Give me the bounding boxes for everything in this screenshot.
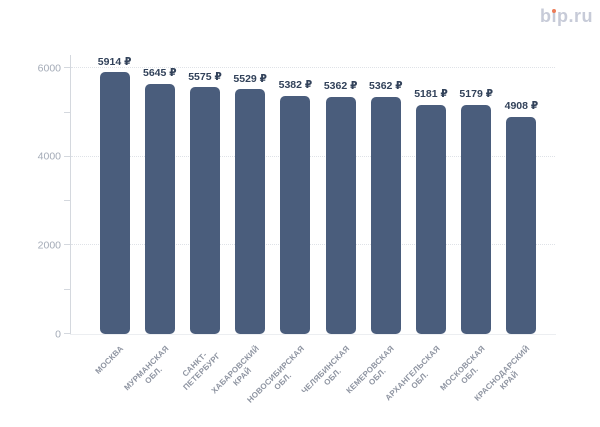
bar[interactable] bbox=[99, 72, 130, 334]
bar-slot: 5362 ₽ bbox=[363, 55, 408, 334]
gridline-2000 bbox=[71, 244, 555, 246]
y-axis-tick-label: 0 bbox=[55, 327, 61, 340]
bar[interactable] bbox=[416, 104, 447, 334]
bar-slot: 5645 ₽ bbox=[137, 55, 182, 334]
y-axis-tick bbox=[64, 111, 70, 113]
bar-value-label: 5181 ₽ bbox=[414, 88, 448, 101]
bar[interactable] bbox=[506, 116, 537, 334]
bar-slot: 5179 ₽ bbox=[454, 55, 499, 334]
bar[interactable] bbox=[144, 84, 175, 334]
bar[interactable] bbox=[190, 87, 220, 334]
bar-value-label: 5645 ₽ bbox=[143, 67, 177, 80]
y-axis-tick-label: 4000 bbox=[37, 150, 61, 163]
bar-value-label: 5179 ₽ bbox=[459, 88, 494, 101]
y-axis-tick bbox=[64, 288, 70, 290]
y-axis-tick-label: 2000 bbox=[37, 239, 61, 252]
y-axis-line bbox=[70, 55, 71, 334]
y-axis-tick bbox=[64, 333, 70, 334]
y-axis-tick bbox=[64, 200, 70, 202]
bar-slot: 5181 ₽ bbox=[408, 55, 453, 334]
y-axis-tick bbox=[64, 244, 70, 246]
plot-area: 0 2000 4000 6000 5914 ₽ 5645 ₽ 5575 ₽ 5529 ₽ 53… bbox=[38, 55, 556, 339]
bar-value-label: 5362 ₽ bbox=[323, 80, 358, 92]
bar-slot: 5362 ₽ bbox=[318, 55, 363, 334]
bar-slot: 5382 ₽ bbox=[273, 55, 318, 334]
bar[interactable] bbox=[325, 96, 356, 334]
gridline-6000 bbox=[71, 67, 555, 69]
x-axis-labels: МОСКВА МУРМАНСКАЯ ОБЛ. САНКТ- ПЕТЕРБУРГ ХАБ… bbox=[92, 334, 544, 427]
x-axis-line bbox=[70, 334, 556, 335]
logo-i-dot bbox=[552, 9, 557, 13]
y-axis-tick bbox=[64, 155, 70, 157]
x-axis-category-label: МОСКВА bbox=[93, 344, 125, 376]
y-axis-tick bbox=[64, 67, 70, 69]
logo-i-letter: ı bbox=[551, 6, 557, 26]
bar[interactable] bbox=[280, 95, 311, 334]
bar-slot: 5529 ₽ bbox=[228, 55, 273, 334]
bar-slot: 4908 ₽ bbox=[499, 55, 544, 334]
bar-value-label: 5529 ₽ bbox=[233, 72, 267, 85]
x-label-slot: КРАСНОДАРСКИЙ КРАЙ bbox=[473, 334, 544, 427]
bip-ru-logo[interactable]: bı p.ru bbox=[539, 6, 593, 26]
bar-value-label: 5575 ₽ bbox=[188, 70, 222, 83]
bar[interactable] bbox=[370, 96, 401, 334]
bar[interactable] bbox=[461, 104, 492, 334]
bar-slot: 5575 ₽ bbox=[182, 55, 227, 334]
bar[interactable] bbox=[235, 89, 266, 334]
bars-layer: 5914 ₽ 5645 ₽ 5575 ₽ 5529 ₽ 5382 ₽ 5362 ₽ 5362… bbox=[92, 55, 544, 334]
bar-slot: 5914 ₽ bbox=[92, 55, 137, 334]
y-axis-tick-label: 6000 bbox=[37, 62, 61, 75]
bar-value-label: 4908 ₽ bbox=[504, 100, 539, 113]
gridline-4000 bbox=[71, 155, 555, 157]
bar-value-label: 5914 ₽ bbox=[97, 55, 132, 68]
bar-value-label: 5362 ₽ bbox=[369, 80, 403, 92]
bar-value-label: 5382 ₽ bbox=[278, 79, 313, 92]
